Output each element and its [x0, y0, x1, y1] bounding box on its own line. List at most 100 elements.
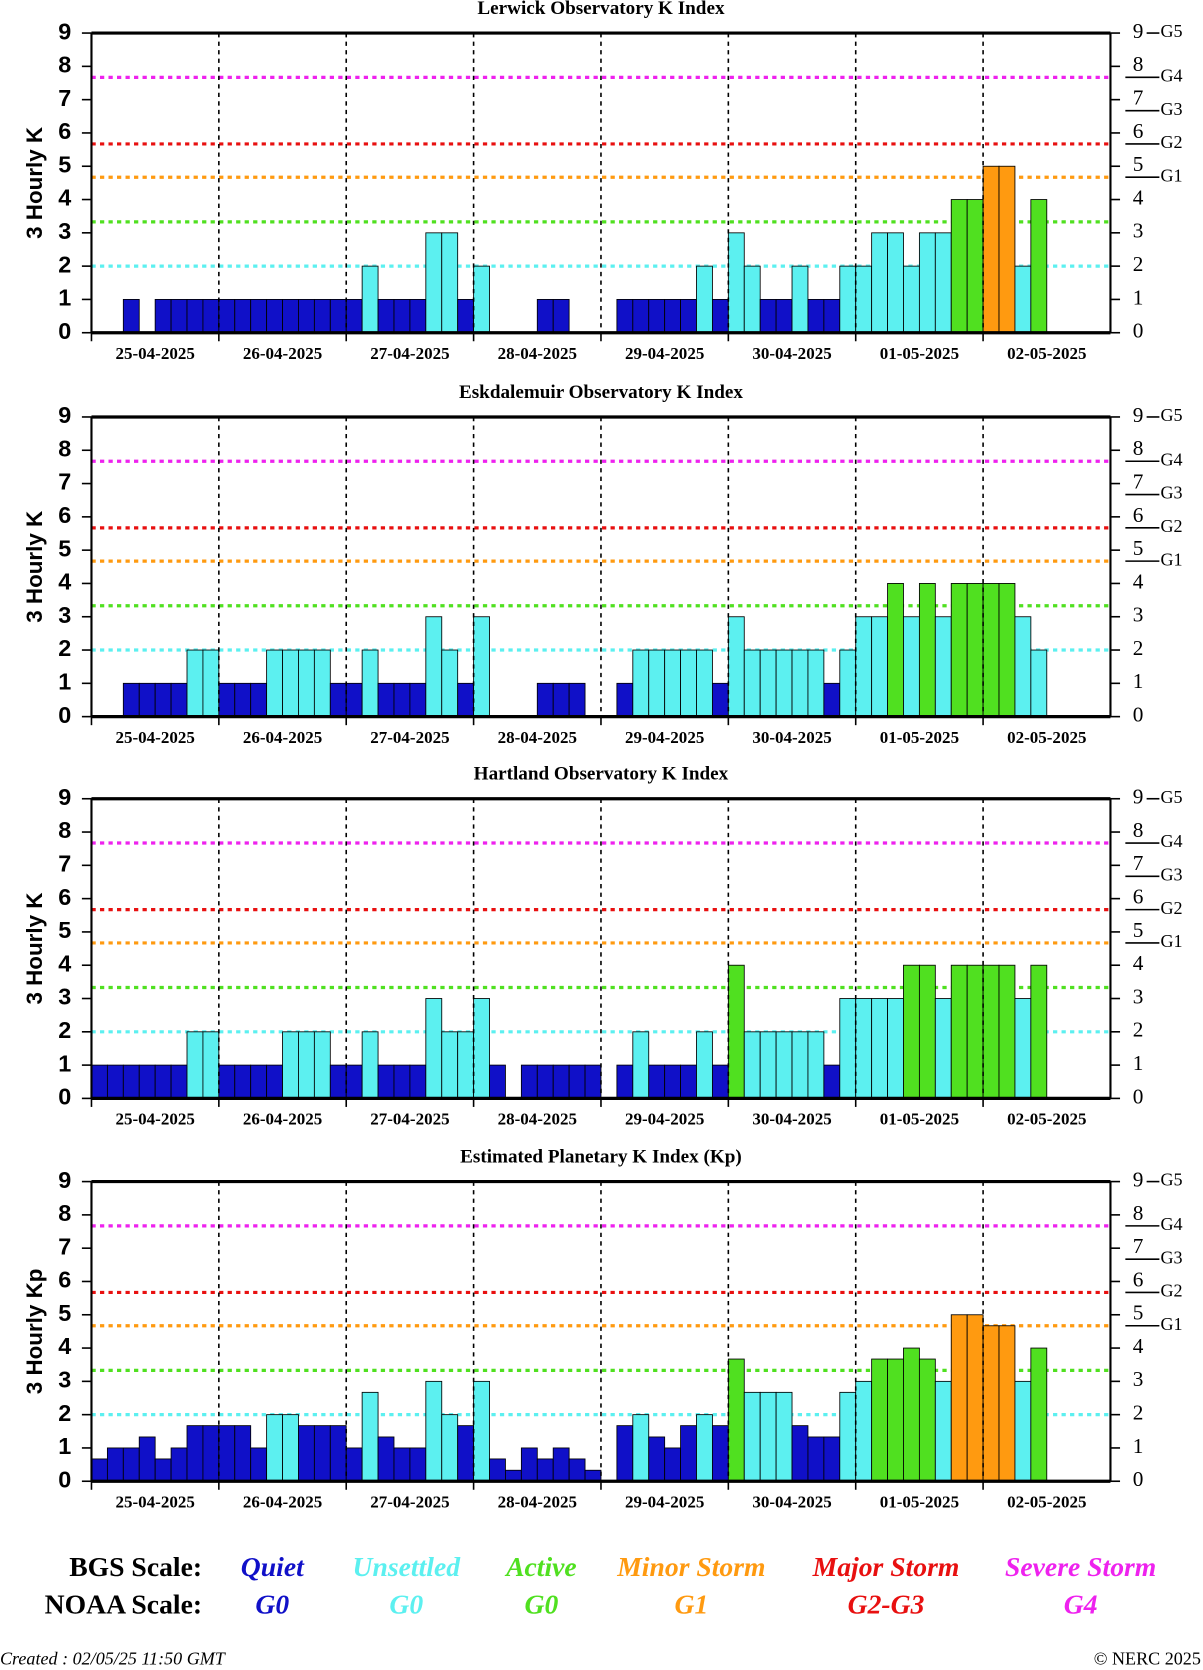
- y2-tick-label: G1: [1160, 165, 1182, 185]
- bar: [727, 232, 745, 334]
- y-tick-label: 1: [58, 1050, 71, 1076]
- bar: [998, 583, 1016, 718]
- y-tick-label: 2: [58, 1017, 71, 1043]
- y2-tick-label: G3: [1160, 483, 1182, 503]
- y2-number-label: 0: [1133, 1467, 1144, 1491]
- x-tick-label: 29-04-2025: [625, 728, 704, 747]
- y-tick-label: 6: [58, 1267, 71, 1293]
- y-tick-label: 7: [58, 1233, 71, 1259]
- bar: [552, 682, 570, 718]
- bar: [393, 298, 411, 334]
- y2-tick-label: G4: [1160, 1214, 1182, 1234]
- bar: [520, 1447, 538, 1482]
- bar: [170, 1447, 188, 1482]
- bar: [568, 1458, 586, 1482]
- bar: [457, 1425, 475, 1482]
- bar: [775, 298, 793, 334]
- bar: [329, 1425, 347, 1482]
- y2-number-label: 8: [1133, 52, 1144, 76]
- y2-number-label: 0: [1133, 703, 1144, 727]
- x-tick-label: 30-04-2025: [752, 344, 831, 363]
- bar: [982, 964, 1000, 1099]
- y2-tick-label: G2: [1160, 132, 1182, 152]
- y-tick-label: 0: [58, 1084, 71, 1110]
- bar: [457, 1031, 475, 1099]
- bar: [727, 1358, 745, 1482]
- bar: [282, 649, 299, 718]
- bar: [680, 298, 697, 334]
- legend-noaa: G0: [255, 1588, 289, 1619]
- bar: [664, 1447, 682, 1482]
- bar: [648, 649, 666, 718]
- x-tick-label: 30-04-2025: [752, 1493, 831, 1512]
- bar: [616, 682, 634, 718]
- chart-title: Estimated Planetary K Index (Kp): [460, 1147, 742, 1168]
- y2-tick-label: G4: [1160, 65, 1182, 85]
- bar: [170, 682, 188, 718]
- bar: [743, 265, 761, 334]
- bar: [250, 1064, 268, 1099]
- bar: [616, 1064, 634, 1099]
- y-tick-label: 7: [58, 85, 71, 111]
- chart-title: Eskdalemuir Observatory K Index: [459, 382, 743, 403]
- legend-bgs: Unsettled: [353, 1551, 462, 1582]
- y2-number-label: 6: [1133, 119, 1144, 143]
- bar: [266, 1064, 283, 1099]
- bar: [154, 1064, 172, 1099]
- y2-number-label: 7: [1133, 1234, 1144, 1258]
- legend-noaa: G0: [389, 1588, 423, 1619]
- bar: [218, 298, 236, 334]
- bar: [170, 298, 188, 334]
- bar: [903, 1347, 920, 1482]
- bar: [759, 298, 777, 334]
- copyright: © NERC 2025: [1094, 1649, 1201, 1669]
- bar: [966, 583, 984, 718]
- bar: [218, 1064, 236, 1099]
- y2-number-label: 2: [1133, 1018, 1144, 1042]
- bar: [918, 1358, 936, 1482]
- bar: [807, 1436, 825, 1482]
- bar: [377, 298, 395, 334]
- bar: [122, 682, 140, 718]
- bar: [345, 1064, 363, 1099]
- bar: [186, 1031, 204, 1099]
- y-tick-label: 8: [58, 1200, 71, 1226]
- legend-bgs: Active: [504, 1551, 577, 1582]
- bar: [918, 583, 936, 718]
- bar: [696, 1031, 713, 1099]
- bar: [1030, 199, 1048, 334]
- y2-number-label: 1: [1133, 669, 1144, 693]
- bar: [361, 649, 379, 718]
- y-axis-label: 3 Hourly K: [22, 511, 47, 623]
- bar: [266, 1414, 283, 1482]
- y2-tick-label: G5: [1160, 405, 1182, 425]
- bar: [791, 1031, 809, 1099]
- bar: [154, 1458, 172, 1482]
- legend-noaa: G1: [674, 1588, 708, 1619]
- bar: [887, 232, 904, 334]
- bar: [934, 998, 952, 1099]
- bar: [489, 1064, 506, 1099]
- x-tick-label: 30-04-2025: [752, 1110, 831, 1129]
- bar: [1014, 1380, 1032, 1482]
- bar: [505, 1469, 522, 1482]
- bar: [202, 1425, 220, 1482]
- bar: [473, 1380, 490, 1482]
- bar: [966, 199, 984, 334]
- y-tick-label: 0: [58, 702, 71, 728]
- bar: [966, 964, 984, 1099]
- y2-tick-label: G2: [1160, 898, 1182, 918]
- y2-number-label: 5: [1133, 1301, 1144, 1325]
- bar: [298, 1425, 315, 1482]
- bar: [998, 165, 1016, 334]
- bar: [138, 1436, 156, 1482]
- bar: [473, 998, 490, 1099]
- bar: [345, 298, 363, 334]
- x-tick-label: 29-04-2025: [625, 1110, 704, 1129]
- bar: [903, 964, 920, 1099]
- bar: [202, 298, 220, 334]
- bar: [298, 1031, 315, 1099]
- y2-number-label: 8: [1133, 1201, 1144, 1225]
- y-tick-label: 5: [58, 1300, 71, 1326]
- bar: [91, 1064, 108, 1099]
